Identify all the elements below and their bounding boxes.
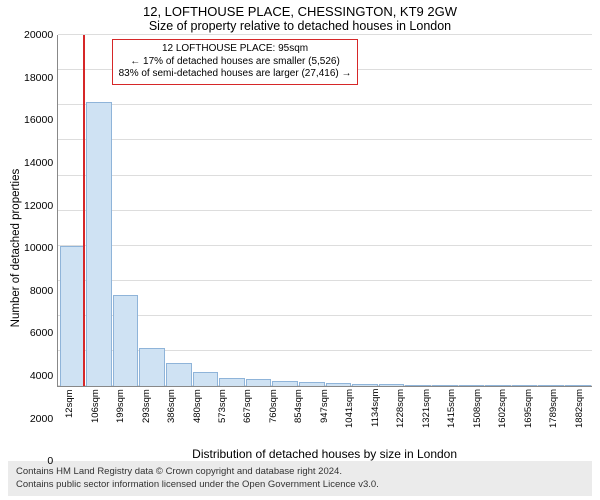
page-title: 12, LOFTHOUSE PLACE, CHESSINGTON, KT9 2G…: [8, 4, 592, 19]
bar: [379, 384, 405, 386]
x-tick: 947sqm: [312, 389, 337, 445]
bar: [459, 385, 485, 386]
callout-line-2: ← 17% of detached houses are smaller (5,…: [119, 56, 352, 69]
chart-area: Number of detached properties 2000018000…: [8, 35, 592, 461]
histogram-bars: [58, 35, 592, 386]
bar: [352, 384, 378, 387]
x-tick: 1508sqm: [465, 389, 490, 445]
bar: [193, 372, 219, 386]
x-tick: 293sqm: [134, 389, 159, 445]
x-tick: 1321sqm: [414, 389, 439, 445]
x-tick: 760sqm: [261, 389, 286, 445]
y-axis-label: Number of detached properties: [8, 35, 24, 461]
x-tick: 1602sqm: [490, 389, 515, 445]
bar: [272, 381, 298, 386]
x-tick: 1695sqm: [516, 389, 541, 445]
x-tick: 1228sqm: [388, 389, 413, 445]
x-tick: 1041sqm: [337, 389, 362, 445]
bar: [299, 382, 325, 386]
x-tick: 1134sqm: [363, 389, 388, 445]
x-tick: 12sqm: [57, 389, 82, 445]
bar: [139, 348, 165, 387]
x-tick: 1415sqm: [439, 389, 464, 445]
x-tick: 667sqm: [235, 389, 260, 445]
x-tick: 854sqm: [286, 389, 311, 445]
bar: [60, 246, 86, 387]
bar: [246, 379, 272, 386]
callout-line-3: 83% of semi-detached houses are larger (…: [119, 68, 352, 81]
x-tick: 106sqm: [83, 389, 108, 445]
x-tick: 573sqm: [210, 389, 235, 445]
marker-line: [83, 35, 85, 386]
bar: [86, 102, 112, 387]
bar: [326, 383, 352, 386]
bar: [405, 385, 431, 387]
footer-line-1: Contains HM Land Registry data © Crown c…: [16, 466, 584, 478]
x-tick: 480sqm: [185, 389, 210, 445]
x-axis-ticks: 12sqm106sqm199sqm293sqm386sqm480sqm573sq…: [57, 387, 592, 445]
bar: [485, 385, 511, 386]
bar: [113, 295, 139, 386]
footer: Contains HM Land Registry data © Crown c…: [8, 461, 592, 496]
callout-line-1: 12 LOFTHOUSE PLACE: 95sqm: [119, 43, 352, 56]
page-subtitle: Size of property relative to detached ho…: [8, 19, 592, 33]
bar: [432, 385, 458, 386]
footer-line-2: Contains public sector information licen…: [16, 479, 584, 491]
bar: [538, 385, 564, 386]
x-tick: 1789sqm: [541, 389, 566, 445]
bar: [219, 378, 245, 387]
plot-region: 12 LOFTHOUSE PLACE: 95sqm ← 17% of detac…: [57, 35, 592, 387]
y-axis-ticks: 2000018000160001400012000100008000600040…: [24, 35, 57, 461]
x-tick: 1882sqm: [567, 389, 592, 445]
x-tick: 199sqm: [108, 389, 133, 445]
bar: [512, 385, 538, 386]
bar: [565, 385, 591, 386]
x-tick: 386sqm: [159, 389, 184, 445]
x-axis-label: Distribution of detached houses by size …: [57, 445, 592, 461]
callout-box: 12 LOFTHOUSE PLACE: 95sqm ← 17% of detac…: [112, 39, 359, 85]
bar: [166, 363, 192, 386]
